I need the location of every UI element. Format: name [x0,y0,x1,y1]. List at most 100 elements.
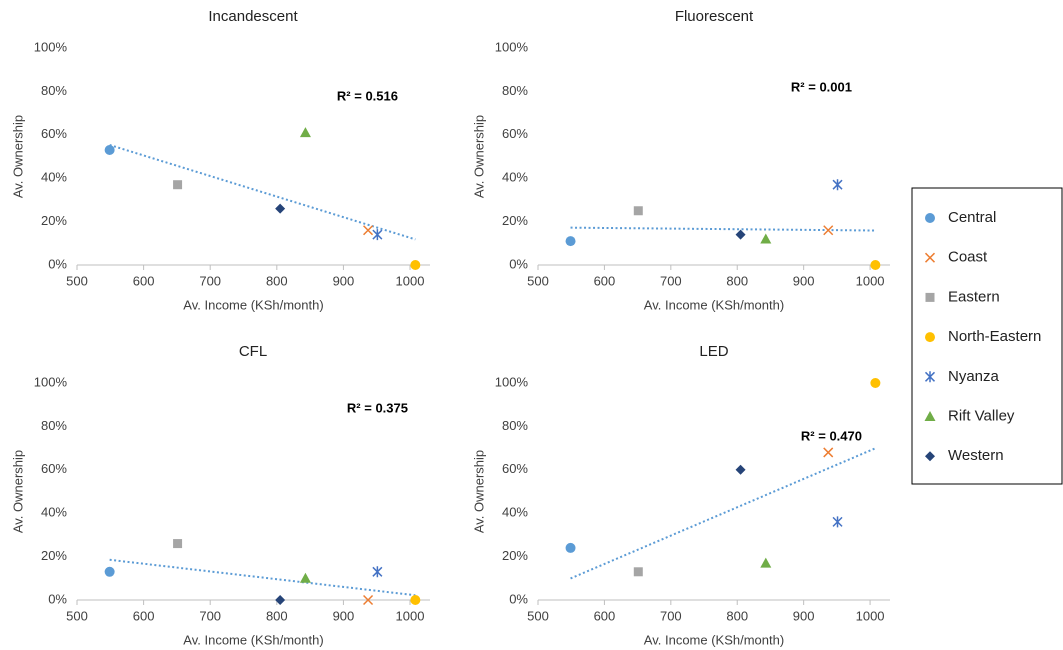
y-axis-title: Av. Ownership [471,450,486,533]
y-tick-label: 60% [41,461,67,476]
y-tick-label: 20% [502,548,528,563]
x-tick-label: 500 [527,608,549,623]
legend-marker [924,252,936,263]
point [275,595,286,605]
point [735,229,746,240]
trend-line [570,447,876,580]
legend-marker [925,292,935,302]
point [173,180,183,190]
y-axis-title: Av. Ownership [10,450,25,533]
legend-marker [925,451,935,462]
x-tick-label: 800 [266,273,288,288]
y-tick-label: 60% [502,126,528,141]
point [735,464,746,475]
y-tick-label: 40% [502,505,528,520]
trend-line [109,558,416,597]
x-axis-title: Av. Income (KSh/month) [183,297,323,312]
y-tick-label: 80% [41,83,67,98]
x-tick-label: 800 [266,608,288,623]
point [633,567,643,577]
x-tick-label: 500 [66,608,88,623]
y-tick-label: 80% [502,418,528,433]
legend-marker [925,213,935,223]
chart-title: Incandescent [208,8,298,25]
x-tick-label: 500 [66,273,88,288]
legend-label: Nyanza [948,368,1000,385]
chart-title: LED [699,343,728,360]
x-tick-label: 800 [726,608,748,623]
x-axis-title: Av. Income (KSh/month) [183,632,323,647]
point [372,229,383,241]
point [760,233,772,244]
y-tick-label: 20% [502,213,528,228]
x-axis-title: Av. Income (KSh/month) [644,297,784,312]
y-tick-label: 20% [41,548,67,563]
point [299,127,311,138]
point [104,144,115,155]
legend-marker [925,332,935,343]
point [565,236,576,247]
y-tick-label: 40% [502,170,528,185]
point [832,516,843,528]
x-tick-label: 500 [527,273,549,288]
y-tick-label: 40% [41,170,67,185]
y-axis-title: Av. Ownership [10,115,25,198]
point [832,179,843,191]
legend-label: Central [948,209,996,226]
point [823,447,834,458]
y-tick-label: 60% [41,126,67,141]
point [173,539,183,549]
y-tick-label: 0% [509,256,528,271]
point [565,542,576,553]
legend-marker [924,411,936,421]
y-tick-label: 100% [34,39,68,54]
y-tick-label: 100% [495,39,529,54]
x-tick-label: 900 [333,273,355,288]
y-axis-title: Av. Ownership [471,115,486,198]
x-tick-label: 800 [726,273,748,288]
y-tick-label: 40% [41,505,67,520]
point [363,225,374,236]
x-tick-label: 700 [199,273,221,288]
point [870,260,881,270]
legend-box [911,187,1063,485]
point [823,225,834,236]
point [104,566,115,577]
point [633,206,643,216]
chart-title: CFL [239,343,267,360]
x-tick-label: 600 [133,273,155,288]
x-tick-label: 600 [133,608,155,623]
trend-line [109,144,416,241]
legend-marker [924,371,936,383]
point [372,566,383,578]
y-tick-label: 20% [41,213,67,228]
legend-label: Coast [948,249,988,266]
point [275,203,286,214]
y-tick-label: 0% [48,591,67,606]
y-tick-label: 0% [509,591,528,606]
y-tick-label: 80% [502,83,528,98]
point [410,260,421,270]
x-tick-label: 600 [594,273,616,288]
legend-label: Rift Valley [948,407,1015,424]
point [299,572,311,583]
x-tick-label: 700 [199,608,221,623]
legend-label: Eastern [948,288,1000,305]
annotation: R² = 0.516 [337,88,398,103]
x-tick-label: 700 [660,608,682,623]
x-tick-label: 700 [660,273,682,288]
legend-label: Western [948,447,1004,464]
x-tick-label: 1000 [396,273,425,288]
x-tick-label: 1000 [856,273,885,288]
x-axis-title: Av. Income (KSh/month) [644,632,784,647]
x-tick-label: 1000 [856,608,885,623]
y-tick-label: 100% [495,374,529,389]
annotation: R² = 0.001 [791,79,852,94]
chart-title: Fluorescent [675,8,754,25]
y-tick-label: 80% [41,418,67,433]
point [410,595,421,605]
point [760,557,772,568]
y-tick-label: 100% [34,374,68,389]
